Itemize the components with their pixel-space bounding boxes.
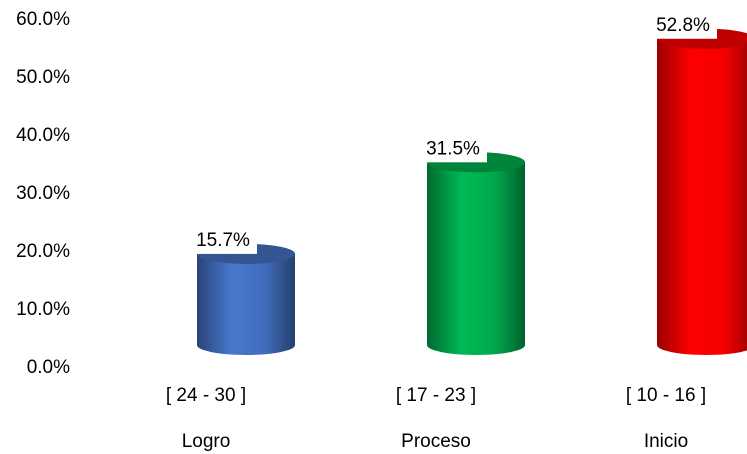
y-tick-label: 20.0%	[16, 241, 70, 262]
x-tick-label: [ 17 - 23 ]	[396, 385, 476, 406]
x-group-label: Inicio	[644, 431, 688, 452]
x-group-label: Proceso	[401, 431, 471, 452]
bar	[427, 152, 525, 355]
y-tick-label: 0.0%	[27, 357, 70, 378]
bar	[657, 28, 747, 355]
y-tick-label: 40.0%	[16, 125, 70, 146]
bar	[197, 243, 295, 355]
value-label-box	[649, 12, 717, 39]
y-tick-label: 60.0%	[16, 9, 70, 30]
value-label-box	[419, 136, 487, 163]
x-group-label: Logro	[182, 431, 231, 452]
value-label: 31.5%	[426, 138, 480, 159]
value-label-box	[189, 227, 257, 254]
y-tick-label: 10.0%	[16, 299, 70, 320]
value-label: 52.8%	[656, 15, 710, 36]
x-tick-label: [ 24 - 30 ]	[166, 385, 246, 406]
y-tick-label: 50.0%	[16, 67, 70, 88]
x-tick-label: [ 10 - 16 ]	[626, 385, 706, 406]
value-label: 15.7%	[196, 230, 250, 251]
y-tick-label: 30.0%	[16, 183, 70, 204]
